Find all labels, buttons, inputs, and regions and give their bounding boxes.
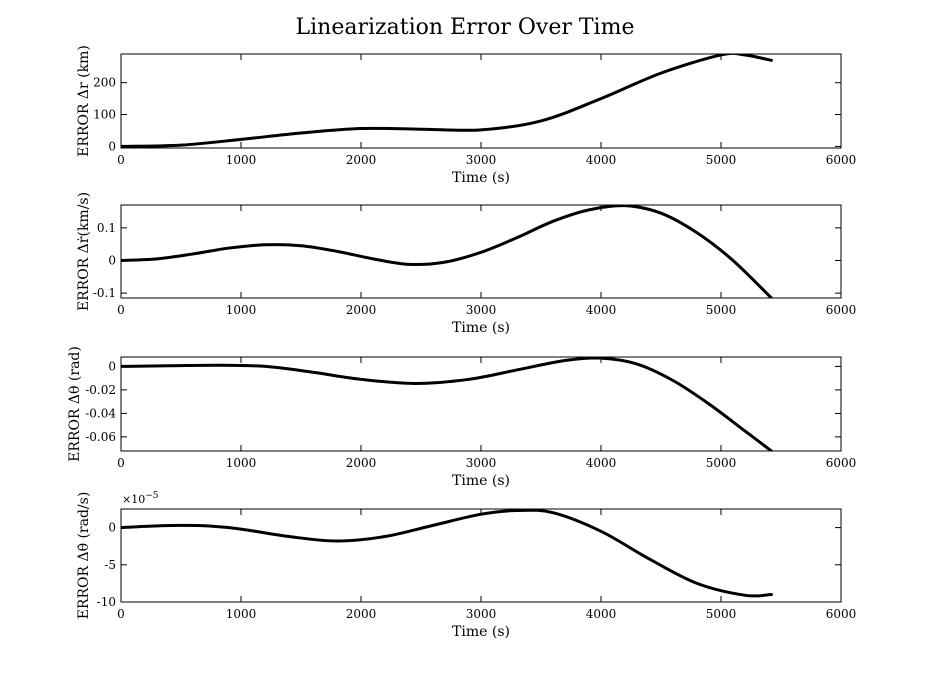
subplot-3: 0 1000 2000 3000 4000 5000 6000 -0.06 -0.04 -0.02… <box>67 346 856 489</box>
x-tick-label: 6000 <box>826 303 857 317</box>
y-tick-label: -0.06 <box>85 430 116 444</box>
series-line <box>121 509 773 598</box>
x-tick-label: 1000 <box>226 456 257 470</box>
plot-frame <box>120 53 842 149</box>
x-axis-label: Time (s) <box>452 473 510 489</box>
x-tick-label: 6000 <box>826 456 857 470</box>
x-tick-label: 6000 <box>826 153 857 167</box>
x-tick-label: 2000 <box>346 303 377 317</box>
x-axis-label: Time (s) <box>452 170 510 186</box>
plot-frame <box>120 356 842 452</box>
x-tick-label: 0 <box>117 303 125 317</box>
x-tick-label: 6000 <box>826 607 857 621</box>
x-tick-label: 4000 <box>586 456 617 470</box>
x-tick-label: 0 <box>117 607 125 621</box>
figure-title: Linearization Error Over Time <box>296 15 635 40</box>
x-tick-label: 3000 <box>466 153 497 167</box>
x-tick-label: 1000 <box>226 303 257 317</box>
y-axis-label: ERROR Δθ (rad) <box>67 346 83 462</box>
subplot-1: 0 1000 2000 3000 4000 5000 6000 0 100 200 Time (s)… <box>76 45 856 186</box>
x-tick-label: 5000 <box>706 607 737 621</box>
y-axis-label: ERROR Δθ̇ (rad/s) <box>76 492 92 620</box>
x-tick-label: 0 <box>117 456 125 470</box>
y-axis-multiplier: ×10−5 <box>122 491 159 506</box>
y-tick-label: -5 <box>104 558 116 572</box>
plot-frame <box>120 508 842 603</box>
y-tick-label: 100 <box>93 108 116 122</box>
x-tick-label: 3000 <box>466 303 497 317</box>
y-tick-label: 0 <box>108 359 116 373</box>
x-tick-label: 4000 <box>586 153 617 167</box>
series-line <box>121 357 773 451</box>
y-tick-label: 0 <box>108 521 116 535</box>
subplot-4: 0 1000 2000 3000 4000 5000 6000 -10 -5 0 Time (s) E… <box>76 491 856 640</box>
x-tick-label: 2000 <box>346 607 377 621</box>
x-tick-label: 0 <box>117 153 125 167</box>
y-tick-label: 0.1 <box>97 221 116 235</box>
x-tick-label: 5000 <box>706 153 737 167</box>
y-tick-label: -0.04 <box>85 406 116 420</box>
x-tick-label: 3000 <box>466 607 497 621</box>
x-axis-label: Time (s) <box>452 320 510 336</box>
y-axis-label: ERROR Δṙ(km/s) <box>76 192 92 311</box>
y-tick-label: -10 <box>97 595 116 609</box>
subplots: 0 1000 2000 3000 4000 5000 6000 0 100 200 Time (s)… <box>67 45 856 640</box>
x-tick-label: 5000 <box>706 303 737 317</box>
x-tick-label: 2000 <box>346 153 377 167</box>
y-tick-label: -0.1 <box>93 286 116 300</box>
x-tick-label: 4000 <box>586 303 617 317</box>
y-tick-label: 0 <box>108 253 116 267</box>
x-axis-label: Time (s) <box>452 624 510 640</box>
y-tick-label: 200 <box>93 76 116 90</box>
y-axis-label: ERROR Δr (km) <box>76 45 92 157</box>
y-tick-label: -0.02 <box>85 383 116 397</box>
series-line <box>121 54 773 148</box>
x-tick-label: 1000 <box>226 153 257 167</box>
x-tick-label: 5000 <box>706 456 737 470</box>
series-line <box>121 205 773 298</box>
x-tick-label: 2000 <box>346 456 377 470</box>
x-tick-label: 3000 <box>466 456 497 470</box>
y-tick-label: 0 <box>108 139 116 153</box>
x-tick-label: 4000 <box>586 607 617 621</box>
x-tick-label: 1000 <box>226 607 257 621</box>
